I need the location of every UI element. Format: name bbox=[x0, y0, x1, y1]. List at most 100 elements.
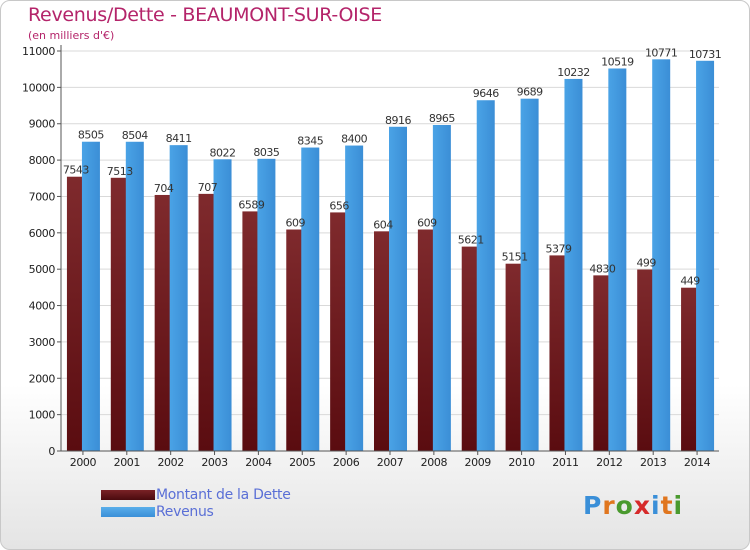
data-label-revenue-2006: 8400 bbox=[341, 133, 367, 146]
bars bbox=[66, 59, 715, 452]
data-label-debt-2013: 499 bbox=[636, 257, 656, 270]
data-label-revenue-2008: 8965 bbox=[429, 112, 455, 125]
legend-label-debt: Montant de la Dette bbox=[156, 487, 291, 503]
data-label-revenue-2007: 8916 bbox=[385, 114, 411, 127]
bar-debt-2010 bbox=[505, 263, 524, 451]
data-label-debt-2005: 609 bbox=[286, 217, 306, 230]
data-label-revenue-2004: 8035 bbox=[253, 146, 279, 159]
y-tick-label: 0 bbox=[48, 445, 55, 458]
bar-revenue-2004 bbox=[257, 158, 276, 451]
x-tick-label: 2010 bbox=[508, 456, 535, 469]
data-label-debt-2012: 4830 bbox=[589, 262, 615, 275]
data-labels: 7543 8505 7513 8504 704 8411 707 8022 6589 8035 60… bbox=[63, 46, 722, 288]
data-label-revenue-2002: 8411 bbox=[166, 132, 192, 145]
data-label-debt-2010: 5151 bbox=[502, 251, 528, 264]
legend-label-revenue: Revenus bbox=[156, 504, 214, 520]
bar-debt-2012 bbox=[593, 275, 612, 451]
y-tick-label: 4000 bbox=[29, 300, 56, 313]
bar-revenue-2003 bbox=[213, 159, 232, 452]
x-tick-label: 2013 bbox=[640, 456, 667, 469]
bar-debt-2014 bbox=[681, 287, 700, 451]
x-tick-label: 2012 bbox=[596, 456, 622, 469]
bar-debt-2001 bbox=[110, 177, 129, 452]
x-tick-label: 2000 bbox=[70, 456, 97, 469]
x-tick-label: 2011 bbox=[552, 456, 578, 469]
x-tick-label: 2004 bbox=[245, 456, 272, 469]
data-label-debt-2006: 656 bbox=[329, 199, 349, 212]
y-tick-label: 8000 bbox=[29, 154, 56, 167]
data-label-revenue-2003: 8022 bbox=[210, 146, 236, 159]
y-tick-label: 2000 bbox=[29, 372, 56, 385]
data-label-debt-2007: 604 bbox=[373, 218, 393, 231]
bar-revenue-2014 bbox=[696, 60, 715, 451]
x-tick-label: 2007 bbox=[377, 456, 404, 469]
bar-debt-2008 bbox=[417, 229, 436, 451]
x-tick-label: 2005 bbox=[289, 456, 316, 469]
y-tick-label: 9000 bbox=[29, 118, 56, 131]
logo-letter: r bbox=[602, 491, 616, 520]
data-label-debt-2001: 7513 bbox=[107, 165, 133, 178]
bar-debt-2005 bbox=[286, 229, 305, 451]
y-tick-label: 7000 bbox=[29, 190, 56, 203]
data-label-revenue-2001: 8504 bbox=[122, 129, 148, 142]
bar-revenue-2012 bbox=[608, 68, 627, 451]
data-label-debt-2000: 7543 bbox=[63, 164, 89, 177]
bar-debt-2009 bbox=[461, 246, 480, 451]
bar-revenue-2007 bbox=[389, 126, 407, 452]
bar-revenue-2011 bbox=[564, 78, 583, 451]
logo-letter: i bbox=[673, 491, 684, 520]
data-label-revenue-2009: 9646 bbox=[473, 87, 499, 100]
proxiti-logo: Proxiti bbox=[583, 491, 683, 520]
data-label-debt-2008: 609 bbox=[417, 217, 437, 230]
bar-revenue-2000 bbox=[81, 141, 100, 451]
bar-revenue-2005 bbox=[301, 147, 320, 451]
x-tick-label: 2008 bbox=[421, 456, 448, 469]
bar-debt-2011 bbox=[549, 255, 568, 451]
y-tick-label: 10000 bbox=[22, 81, 55, 94]
bar-debt-2002 bbox=[154, 194, 173, 452]
data-label-revenue-2005: 8345 bbox=[297, 135, 323, 148]
data-label-revenue-2014: 10731 bbox=[689, 48, 722, 61]
bar-revenue-2001 bbox=[125, 141, 144, 451]
bar-revenue-2009 bbox=[476, 100, 495, 452]
logo-letter: t bbox=[660, 491, 674, 520]
y-tick-label: 3000 bbox=[29, 336, 56, 349]
bar-revenue-2008 bbox=[432, 125, 451, 451]
bar-debt-2000 bbox=[66, 176, 85, 451]
logo-letter: P bbox=[583, 491, 603, 520]
data-label-revenue-2011: 10232 bbox=[557, 66, 590, 79]
data-label-debt-2004: 6589 bbox=[238, 198, 264, 211]
axes: 0 1000 2000 3000 4000 5000 6000 7000 8000 9000 100… bbox=[22, 45, 719, 469]
chart-subtitle: (en milliers d'€) bbox=[28, 29, 115, 42]
bar-debt-2003 bbox=[198, 193, 217, 451]
chart-title: Revenus/Dette - BEAUMONT-SUR-OISE bbox=[28, 4, 382, 26]
data-label-debt-2014: 449 bbox=[680, 275, 700, 288]
data-label-debt-2011: 5379 bbox=[545, 242, 571, 255]
legend-swatch-revenue bbox=[101, 507, 155, 517]
data-label-revenue-2012: 10519 bbox=[601, 55, 634, 68]
logo-letter: o bbox=[615, 491, 634, 520]
data-label-debt-2003: 707 bbox=[198, 181, 218, 194]
y-tick-label: 1000 bbox=[29, 409, 56, 422]
data-label-revenue-2013: 10771 bbox=[645, 46, 678, 59]
y-tick-label: 11000 bbox=[22, 45, 55, 58]
x-tick-label: 2009 bbox=[465, 456, 492, 469]
data-label-revenue-2010: 9689 bbox=[517, 86, 543, 99]
x-tick-label: 2002 bbox=[157, 456, 183, 469]
bar-revenue-2013 bbox=[652, 59, 671, 452]
data-label-debt-2002: 704 bbox=[154, 182, 174, 195]
logo-letter: i bbox=[651, 491, 661, 520]
x-tick-label: 2006 bbox=[333, 456, 360, 469]
bar-debt-2006 bbox=[330, 212, 349, 451]
x-tick-label: 2003 bbox=[201, 456, 228, 469]
logo-letter: x bbox=[633, 491, 651, 520]
bar-debt-2004 bbox=[242, 211, 261, 451]
y-tick-label: 5000 bbox=[29, 263, 56, 276]
x-tick-label: 2014 bbox=[684, 456, 711, 469]
bar-revenue-2010 bbox=[520, 98, 539, 451]
y-tick-label: 6000 bbox=[29, 227, 56, 240]
bar-revenue-2006 bbox=[345, 145, 364, 451]
bar-debt-2007 bbox=[374, 231, 392, 451]
